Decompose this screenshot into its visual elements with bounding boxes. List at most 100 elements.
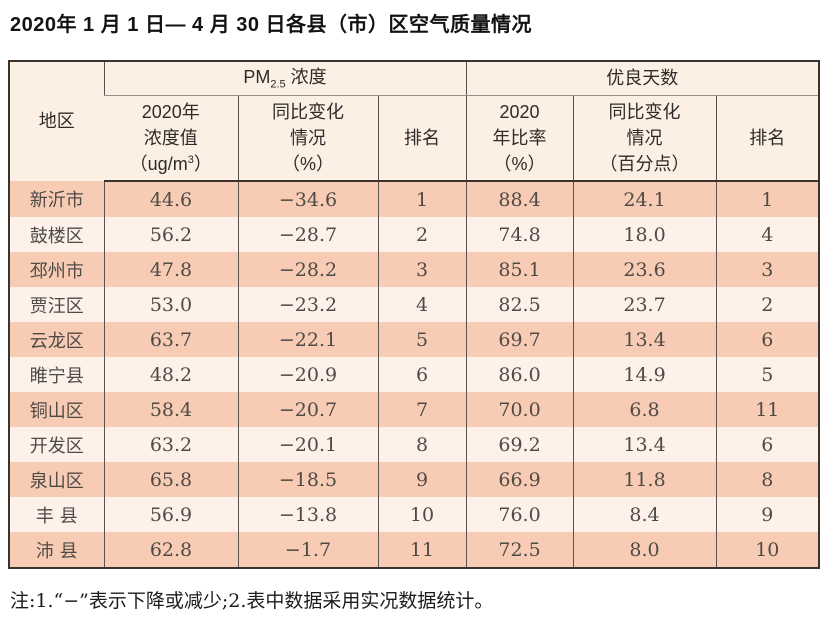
table-row: 新沂市 44.6 −34.6 1 88.4 24.1 1 [9,181,820,217]
page-title: 2020年 1 月 1 日— 4 月 30 日各县（市）区空气质量情况 [10,14,533,36]
pm-change-cell: −23.2 [237,287,378,322]
rate-cell: 70.0 [465,392,574,427]
header-line: 同比变化 [272,101,344,122]
pm-value-cell: 48.2 [103,357,238,392]
rate-rank-cell: 1 [715,181,820,217]
rate-change-column-header: 同比变化 情况 （百分点） [572,95,717,182]
pm-rank-cell: 7 [377,392,467,427]
region-cell: 邳州市 [9,252,104,287]
rate-rank-cell: 3 [715,252,820,287]
rate-cell: 88.4 [465,181,574,217]
region-cell: 沛 县 [9,532,104,568]
table-row: 开发区 63.2 −20.1 8 69.2 13.4 6 [9,427,820,462]
table-row: 邳州市 47.8 −28.2 3 85.1 23.6 3 [9,252,820,287]
table-body: 新沂市 44.6 −34.6 1 88.4 24.1 1 鼓楼区 56.2 −2… [9,181,820,568]
table-row: 泉山区 65.8 −18.5 9 66.9 11.8 8 [9,462,820,497]
rate-rank-cell: 6 [715,427,820,462]
good-days-group-header: 优良天数 [465,61,820,96]
pm-rank-column-header: 排名 [377,95,467,182]
pm-rank-cell: 10 [377,497,467,532]
pm-change-cell: −22.1 [237,322,378,357]
pm-rank-cell: 6 [377,357,467,392]
rate-change-cell: 18.0 [572,217,717,252]
pm-rank-cell: 4 [377,287,467,322]
rate-cell: 74.8 [465,217,574,252]
rate-change-cell: 13.4 [572,322,717,357]
table-row: 铜山区 58.4 −20.7 7 70.0 6.8 11 [9,392,820,427]
table-row: 睢宁县 48.2 −20.9 6 86.0 14.9 5 [9,357,820,392]
rate-rank-cell: 2 [715,287,820,322]
rate-change-cell: 23.7 [572,287,717,322]
table-row: 鼓楼区 56.2 −28.7 2 74.8 18.0 4 [9,217,820,252]
header-line: 同比变化 [608,101,681,122]
rate-cell: 66.9 [465,462,574,497]
table-row: 云龙区 63.7 −22.1 5 69.7 13.4 6 [9,322,820,357]
pm25-group-header: PM2.5 浓度 [103,61,467,96]
rate-change-cell: 13.4 [572,427,717,462]
pm-rank-cell: 5 [377,322,467,357]
pm-change-cell: −20.1 [237,427,378,462]
region-cell: 铜山区 [9,392,104,427]
pm-rank-cell: 3 [377,252,467,287]
pm-rank-cell: 11 [377,532,467,568]
pm-change-cell: −20.9 [237,357,378,392]
pm-rank-cell: 2 [377,217,467,252]
header-line: 2020年 [141,101,200,122]
rate-cell: 85.1 [465,252,574,287]
header-line: （ug/m3） [129,154,212,175]
header-line: （%） [493,154,546,175]
unit-superscript: 3 [187,154,194,167]
air-quality-table: 地区 PM2.5 浓度 优良天数 2020年 浓度值 （ug/m3） 同比变化 情… [8,60,821,569]
region-cell: 泉山区 [9,462,104,497]
rate-change-cell: 23.6 [572,252,717,287]
pm-change-column-header: 同比变化 情况 （%） [237,95,378,182]
rate-rank-cell: 5 [715,357,820,392]
rate-rank-cell: 4 [715,217,820,252]
pm-value-cell: 65.8 [103,462,238,497]
region-cell: 鼓楼区 [9,217,104,252]
pm-value-cell: 63.7 [103,322,238,357]
rate-cell: 69.7 [465,322,574,357]
header-line: 浓度值 [143,127,198,148]
region-cell: 云龙区 [9,322,104,357]
pm-change-cell: −20.7 [237,392,378,427]
rate-change-cell: 24.1 [572,181,717,217]
pm-rank-cell: 9 [377,462,467,497]
rate-change-cell: 8.4 [572,497,717,532]
pm-value-cell: 56.9 [103,497,238,532]
table-header: 地区 PM2.5 浓度 优良天数 2020年 浓度值 （ug/m3） 同比变化 情… [9,61,820,182]
header-line: （%） [281,154,334,175]
rate-change-cell: 11.8 [572,462,717,497]
pm-value-cell: 56.2 [103,217,238,252]
rate-cell: 76.0 [465,497,574,532]
rate-cell: 69.2 [465,427,574,462]
region-cell: 新沂市 [9,181,104,217]
rate-change-cell: 14.9 [572,357,717,392]
pm-value-cell: 44.6 [103,181,238,217]
pm-change-cell: −28.7 [237,217,378,252]
region-cell: 丰 县 [9,497,104,532]
region-column-header: 地区 [9,61,104,181]
rate-rank-cell: 6 [715,322,820,357]
pm-change-cell: −34.6 [237,181,378,217]
rate-column-header: 2020 年比率 （%） [465,95,574,182]
pm-value-cell: 47.8 [103,252,238,287]
pm-change-cell: −28.2 [237,252,378,287]
header-line: （百分点） [599,154,690,175]
rate-rank-column-header: 排名 [715,95,820,182]
pm-value-cell: 53.0 [103,287,238,322]
group-header-row: 地区 PM2.5 浓度 优良天数 [9,61,820,181]
pm-change-cell: −18.5 [237,462,378,497]
header-line: 2020 [499,101,540,122]
region-cell: 贾汪区 [9,287,104,322]
rate-cell: 86.0 [465,357,574,392]
pm-suffix: 浓度 [290,66,327,87]
pm-change-cell: −1.7 [237,532,378,568]
pm-value-cell: 63.2 [103,427,238,462]
rate-change-cell: 6.8 [572,392,717,427]
table-row: 丰 县 56.9 −13.8 10 76.0 8.4 9 [9,497,820,532]
rate-rank-cell: 10 [715,532,820,568]
pm-rank-cell: 1 [377,181,467,217]
region-cell: 睢宁县 [9,357,104,392]
